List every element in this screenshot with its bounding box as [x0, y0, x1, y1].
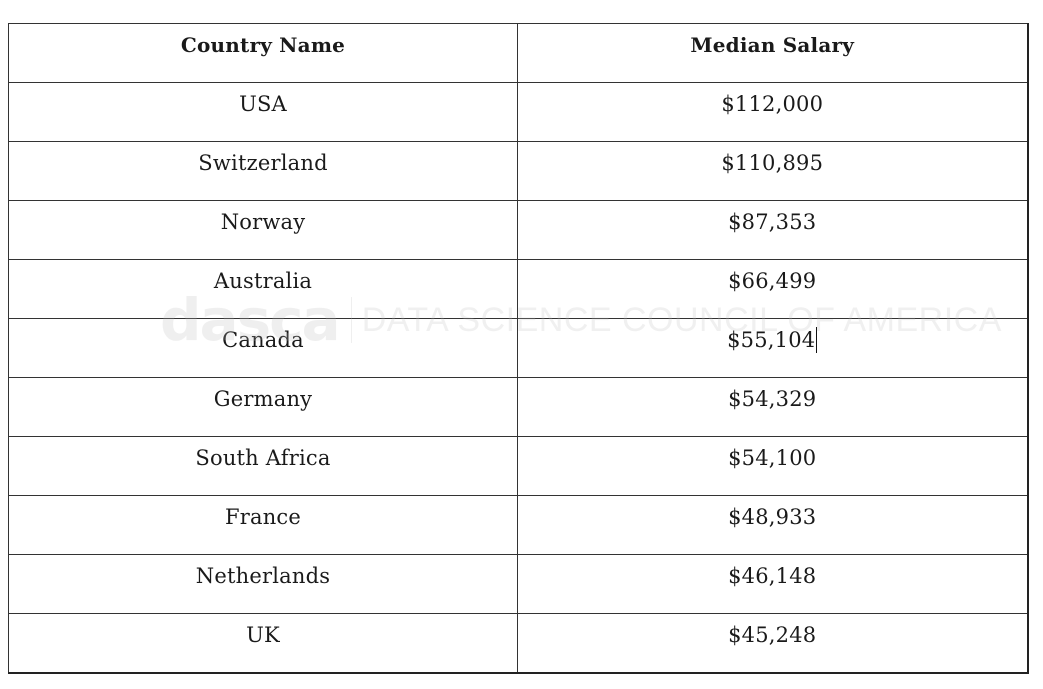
cell-country: USA	[8, 82, 518, 142]
cell-country: Netherlands	[8, 554, 518, 614]
text-cursor	[816, 327, 818, 353]
cell-country: Australia	[8, 259, 518, 319]
column-header-country: Country Name	[8, 23, 518, 83]
table-row: Netherlands $46,148	[8, 554, 1028, 614]
cell-salary: $66,499	[517, 259, 1028, 319]
cell-salary: $46,148	[517, 554, 1028, 614]
cell-salary-value: $55,104	[727, 328, 816, 352]
cell-salary: $87,353	[517, 200, 1028, 260]
table-row: South Africa $54,100	[8, 436, 1028, 496]
cell-country: Germany	[8, 377, 518, 437]
salary-table-container: Country Name Median Salary USA $112,000 …	[8, 23, 1029, 674]
table-row: France $48,933	[8, 495, 1028, 555]
cell-salary: $110,895	[517, 141, 1028, 201]
cell-salary: $45,248	[517, 613, 1028, 674]
table-row: Canada $55,104	[8, 318, 1028, 378]
cell-salary: $112,000	[517, 82, 1028, 142]
cell-country: Norway	[8, 200, 518, 260]
median-salary-table: Country Name Median Salary USA $112,000 …	[8, 23, 1029, 674]
cell-salary: $54,100	[517, 436, 1028, 496]
table-row: Australia $66,499	[8, 259, 1028, 319]
cell-salary[interactable]: $55,104	[517, 318, 1028, 378]
cell-salary: $48,933	[517, 495, 1028, 555]
cell-country: UK	[8, 613, 518, 674]
table-row: Norway $87,353	[8, 200, 1028, 260]
cell-country: Switzerland	[8, 141, 518, 201]
column-header-salary: Median Salary	[517, 23, 1028, 83]
table-row: Germany $54,329	[8, 377, 1028, 437]
table-row: UK $45,248	[8, 613, 1028, 674]
cell-country: Canada	[8, 318, 518, 378]
table-row: Switzerland $110,895	[8, 141, 1028, 201]
cell-country: France	[8, 495, 518, 555]
table-header-row: Country Name Median Salary	[8, 23, 1028, 83]
cell-salary: $54,329	[517, 377, 1028, 437]
table-row: USA $112,000	[8, 82, 1028, 142]
cell-country: South Africa	[8, 436, 518, 496]
